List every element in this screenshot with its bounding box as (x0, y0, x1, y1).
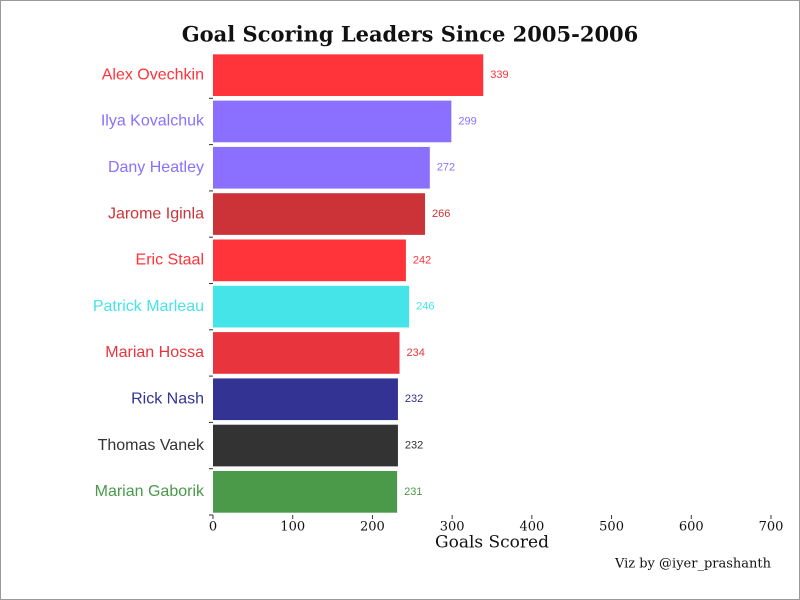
value-label: 231 (404, 486, 422, 498)
x-tick-label: 400 (519, 520, 544, 535)
bar (213, 424, 398, 467)
bar (213, 193, 426, 235)
y-tick-label: Thomas Vanek (98, 437, 205, 454)
caption: Viz by @iyer_prashanth (614, 557, 772, 572)
bar (213, 285, 410, 328)
y-tick-label: Eric Staal (136, 252, 204, 269)
chart-title: Goal Scoring Leaders Since 2005-2006 (182, 22, 639, 47)
value-label: 242 (413, 254, 431, 266)
bar (213, 239, 406, 282)
x-tick-label: 700 (759, 520, 784, 535)
value-label: 339 (490, 69, 508, 81)
bar (213, 54, 484, 96)
bar (213, 332, 400, 374)
x-tick-label: 600 (679, 520, 704, 535)
x-tick-label: 100 (280, 520, 305, 535)
x-axis-label: Goals Scored (435, 533, 549, 553)
bar (213, 471, 398, 513)
y-tick-label: Marian Gaborik (95, 483, 205, 500)
bar (213, 378, 398, 421)
x-tick-label: 500 (599, 520, 624, 535)
y-tick-label: Ilya Kovalchuk (101, 113, 205, 130)
value-label: 234 (407, 347, 425, 359)
y-tick-label: Rick Nash (131, 390, 204, 407)
value-label: 272 (437, 162, 455, 174)
y-tick-label: Marian Hossa (105, 344, 204, 361)
x-tick-label: 200 (360, 520, 385, 535)
x-tick-label: 300 (440, 520, 465, 535)
value-label: 232 (405, 393, 423, 405)
value-label: 232 (405, 439, 423, 451)
value-label: 266 (432, 208, 450, 220)
y-tick-label: Dany Heatley (108, 159, 204, 176)
x-tick-label: 0 (209, 520, 217, 535)
value-label: 246 (416, 301, 434, 313)
y-tick-label: Alex Ovechkin (102, 66, 204, 83)
y-tick-label: Patrick Marleau (93, 298, 204, 315)
y-tick-label: Jarome Iginla (108, 205, 204, 222)
bar (213, 146, 430, 189)
value-label: 299 (458, 115, 476, 127)
bar (213, 100, 452, 143)
